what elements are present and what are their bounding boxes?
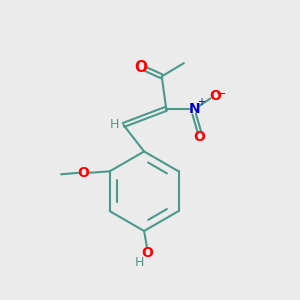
Text: O: O — [77, 166, 89, 180]
Text: O: O — [135, 60, 148, 75]
Text: N: N — [188, 102, 200, 116]
Text: +: + — [196, 97, 205, 107]
Text: −: − — [216, 88, 226, 100]
Text: O: O — [209, 88, 221, 103]
Text: O: O — [194, 130, 206, 144]
Text: H: H — [110, 118, 119, 131]
Text: H: H — [135, 256, 144, 269]
Text: O: O — [141, 246, 153, 260]
